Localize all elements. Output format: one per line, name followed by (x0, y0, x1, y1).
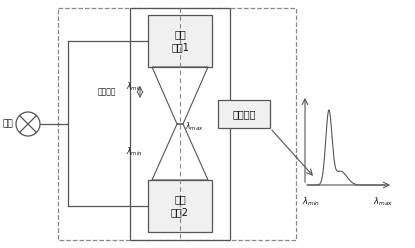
Bar (218, 100, 270, 128)
Text: $\lambda_{max}$: $\lambda_{max}$ (185, 121, 203, 133)
Text: 分光系统: 分光系统 (232, 109, 256, 119)
Text: 光源: 光源 (2, 120, 13, 128)
Text: $\lambda_{min}$: $\lambda_{min}$ (126, 145, 143, 158)
Bar (130, 8, 230, 240)
Text: $\lambda_{min}$: $\lambda_{min}$ (126, 81, 143, 93)
Text: $\lambda_{max}$: $\lambda_{max}$ (373, 195, 393, 208)
Text: 光学
探头2: 光学 探头2 (171, 194, 189, 217)
Bar (58, 8, 296, 240)
Bar (148, 15, 212, 67)
Bar (148, 180, 212, 232)
Text: 测量范围: 测量范围 (98, 88, 117, 96)
Text: 光学
探头1: 光学 探头1 (171, 30, 189, 53)
Text: $\lambda_{min}$: $\lambda_{min}$ (302, 195, 320, 208)
